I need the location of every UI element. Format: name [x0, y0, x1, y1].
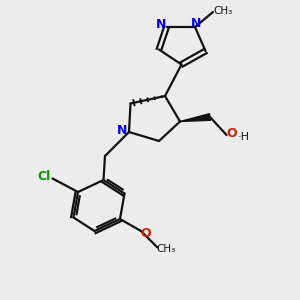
Text: N: N: [156, 18, 166, 32]
Text: N: N: [191, 17, 202, 30]
Text: CH₃: CH₃: [156, 244, 176, 254]
Text: CH₃: CH₃: [213, 5, 232, 16]
Text: Cl: Cl: [38, 169, 51, 183]
Text: O: O: [226, 127, 237, 140]
Text: ·H: ·H: [238, 131, 250, 142]
Polygon shape: [180, 114, 211, 122]
Text: N: N: [117, 124, 128, 137]
Text: O: O: [140, 227, 151, 240]
